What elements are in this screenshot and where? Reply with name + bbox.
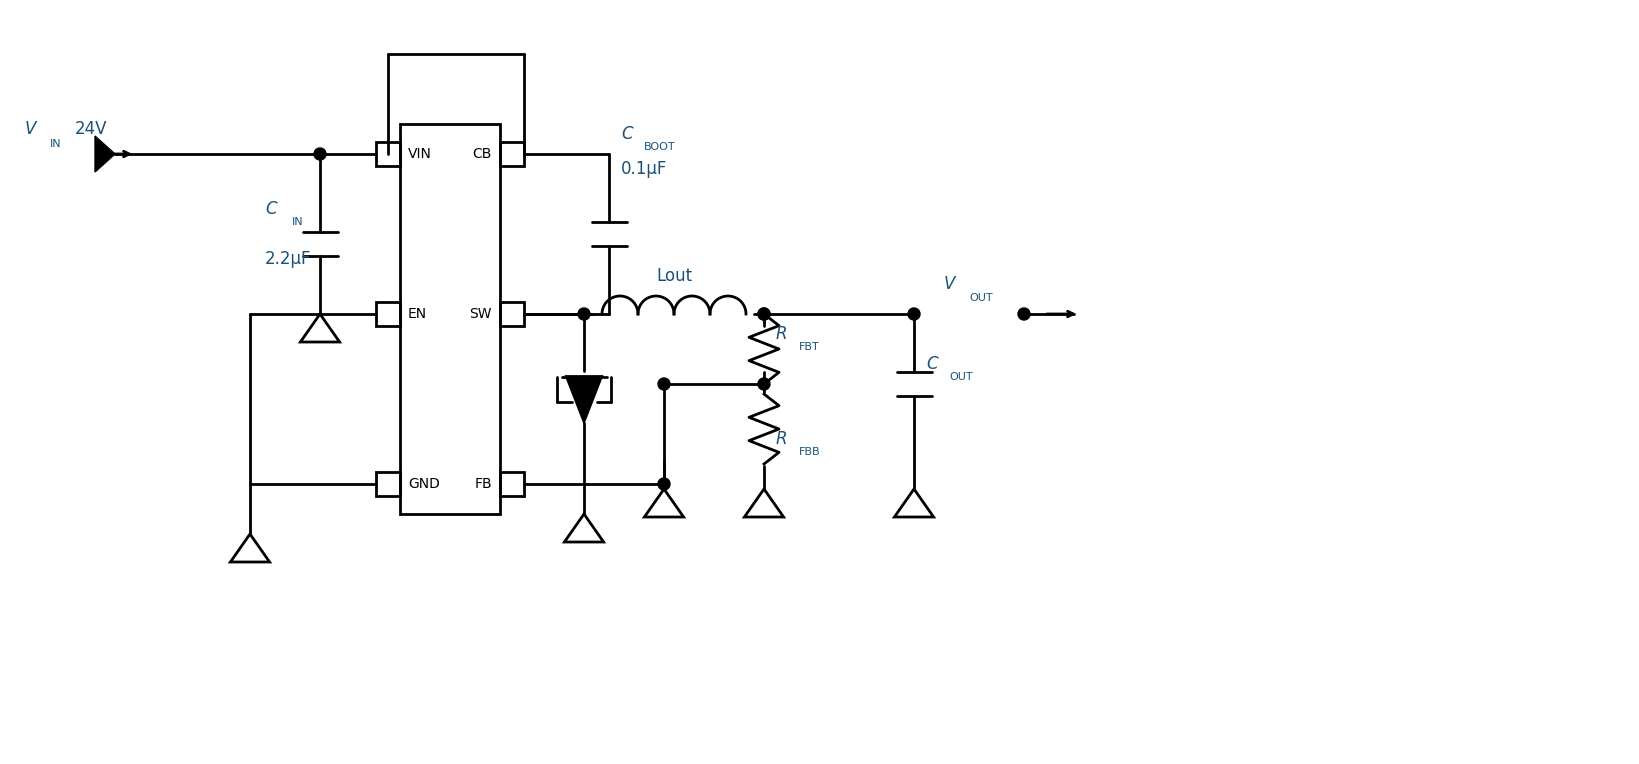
Circle shape [908, 308, 919, 320]
Bar [500, 302, 524, 326]
Text: EN: EN [408, 307, 426, 321]
Circle shape [577, 308, 590, 320]
Bar [375, 302, 400, 326]
Text: IN: IN [49, 139, 62, 149]
Circle shape [1018, 308, 1029, 320]
Circle shape [313, 148, 326, 160]
Text: SW: SW [469, 307, 492, 321]
Circle shape [657, 378, 670, 390]
Text: FB: FB [474, 477, 492, 491]
Circle shape [757, 308, 770, 320]
Text: 2.2μF: 2.2μF [266, 250, 311, 268]
Text: OUT: OUT [969, 293, 992, 303]
Text: R: R [775, 325, 787, 343]
Text: V: V [25, 120, 36, 138]
Text: C: C [266, 200, 277, 218]
Polygon shape [565, 377, 602, 422]
Bar [500, 142, 524, 166]
Polygon shape [95, 136, 115, 172]
Bar [375, 142, 400, 166]
Text: GND: GND [408, 477, 439, 491]
Text: FBB: FBB [798, 447, 820, 457]
Bar [400, 124, 500, 514]
Text: 0.1μF: 0.1μF [621, 160, 667, 178]
Text: OUT: OUT [949, 372, 972, 382]
Text: C: C [926, 355, 938, 373]
Text: C: C [621, 125, 633, 143]
Bar [375, 472, 400, 496]
Text: FBT: FBT [798, 342, 820, 352]
Bar [500, 472, 524, 496]
Text: Lout: Lout [656, 267, 692, 285]
Text: CB: CB [472, 147, 492, 161]
Circle shape [757, 308, 770, 320]
Text: BOOT: BOOT [644, 142, 675, 152]
Circle shape [657, 478, 670, 490]
Text: R: R [775, 430, 787, 448]
Text: VIN: VIN [408, 147, 431, 161]
Text: 24V: 24V [75, 120, 108, 138]
Circle shape [757, 378, 770, 390]
Text: IN: IN [292, 217, 303, 227]
Text: V: V [944, 275, 956, 293]
